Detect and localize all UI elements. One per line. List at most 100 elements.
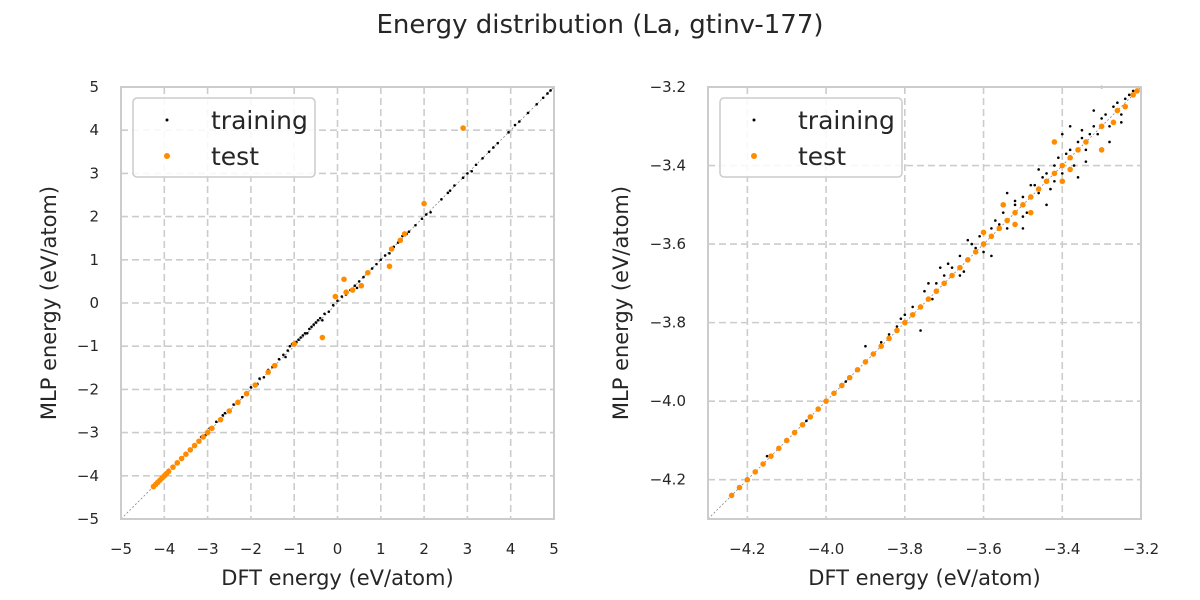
test-point: [1075, 147, 1081, 153]
training-point: [1021, 195, 1025, 199]
test-point: [752, 469, 759, 475]
training-point: [453, 184, 456, 187]
training-point: [1084, 160, 1088, 163]
test-point: [265, 369, 272, 375]
test-point: [1067, 166, 1073, 173]
test-point: [1134, 88, 1140, 94]
test-point: [291, 341, 298, 347]
test-point: [1110, 119, 1117, 126]
y-tick-label: −3: [77, 424, 99, 442]
x-tick-label: −1: [283, 540, 305, 558]
test-point: [894, 327, 900, 334]
test-point: [728, 492, 735, 499]
training-point: [301, 334, 305, 337]
test-point: [178, 455, 185, 462]
training-point: [1092, 109, 1096, 112]
x-tick-label: −3.8: [887, 540, 923, 558]
training-point: [1072, 164, 1076, 167]
training-point: [1100, 117, 1103, 120]
training-point: [1037, 168, 1040, 171]
training-point: [1005, 191, 1009, 195]
test-point: [917, 304, 924, 310]
training-point: [375, 262, 378, 266]
training-point: [899, 317, 903, 321]
test-point: [815, 406, 822, 412]
y-tick-label: −3.6: [650, 235, 686, 253]
legend-marker-test: [751, 153, 757, 159]
training-point: [492, 146, 495, 149]
test-point: [1051, 139, 1058, 145]
x-tick-label: 1: [376, 540, 386, 558]
training-point: [258, 377, 261, 380]
test-point: [388, 246, 395, 252]
y-tick-label: −4: [77, 467, 99, 485]
training-point: [284, 355, 287, 359]
training-point: [303, 331, 307, 335]
test-point: [226, 408, 233, 414]
training-point: [1080, 128, 1084, 132]
training-point: [214, 420, 218, 424]
legend: training test: [719, 97, 903, 178]
test-point: [1083, 139, 1089, 145]
training-point: [997, 223, 1001, 226]
training-point: [288, 344, 292, 348]
test-point: [243, 390, 250, 397]
training-point: [321, 318, 324, 322]
training-point: [305, 331, 309, 335]
training-point: [507, 131, 510, 134]
test-point: [196, 438, 202, 445]
test-point: [217, 416, 224, 423]
y-tick-label: 0: [89, 294, 99, 312]
training-point: [864, 344, 867, 348]
legend: training test: [132, 97, 316, 178]
training-point: [1127, 93, 1131, 97]
test-point: [846, 374, 853, 381]
training-point: [946, 262, 950, 266]
test-point: [862, 359, 869, 365]
test-point: [1000, 202, 1007, 208]
test-point: [886, 335, 892, 342]
left-scatter-panel: −5 −4 −3 −2 −1 0 1 2 3 4 5 −5 −4 −3 −2 −1 0 1 2 3 4 5 DFT ener…: [37, 78, 559, 590]
training-point: [1021, 215, 1025, 218]
training-point: [844, 380, 848, 383]
x-tick-label: 4: [506, 540, 516, 558]
test-point: [996, 225, 1003, 232]
x-tick-label: −4: [153, 540, 175, 558]
training-point: [232, 403, 235, 406]
y-tick-label: −4.2: [650, 471, 686, 489]
training-point: [1084, 148, 1088, 152]
training-point: [340, 295, 344, 298]
training-point: [1005, 227, 1009, 230]
legend-marker-training: [165, 118, 169, 122]
x-tick-label: −4.0: [808, 540, 844, 558]
training-point: [221, 414, 225, 417]
x-tick-label: 2: [419, 540, 429, 558]
training-point: [1123, 97, 1127, 101]
test-point: [358, 282, 365, 289]
training-point: [990, 254, 993, 258]
x-tick-label: −3.6: [965, 540, 1001, 558]
test-point: [1020, 202, 1026, 208]
training-point: [526, 111, 530, 115]
training-point: [1060, 172, 1064, 175]
training-point: [1076, 176, 1080, 179]
training-point: [314, 321, 318, 324]
test-point: [343, 289, 349, 296]
test-point: [839, 382, 845, 389]
test-point: [1059, 162, 1066, 169]
training-point: [1013, 203, 1017, 207]
test-point: [823, 398, 829, 404]
test-point: [1043, 178, 1050, 185]
training-point: [903, 313, 907, 317]
y-tick-label: −1: [77, 337, 99, 355]
training-point: [1088, 132, 1092, 136]
x-axis-label: DFT energy (eV/atom): [221, 566, 453, 590]
training-point: [879, 340, 883, 344]
training-point: [541, 96, 545, 100]
training-point: [310, 325, 313, 329]
training-point: [549, 89, 552, 92]
training-point: [1064, 152, 1068, 156]
y-tick-label: 2: [89, 208, 99, 226]
x-tick-label: 5: [549, 540, 559, 558]
x-tick-label: −3.2: [1123, 540, 1159, 558]
